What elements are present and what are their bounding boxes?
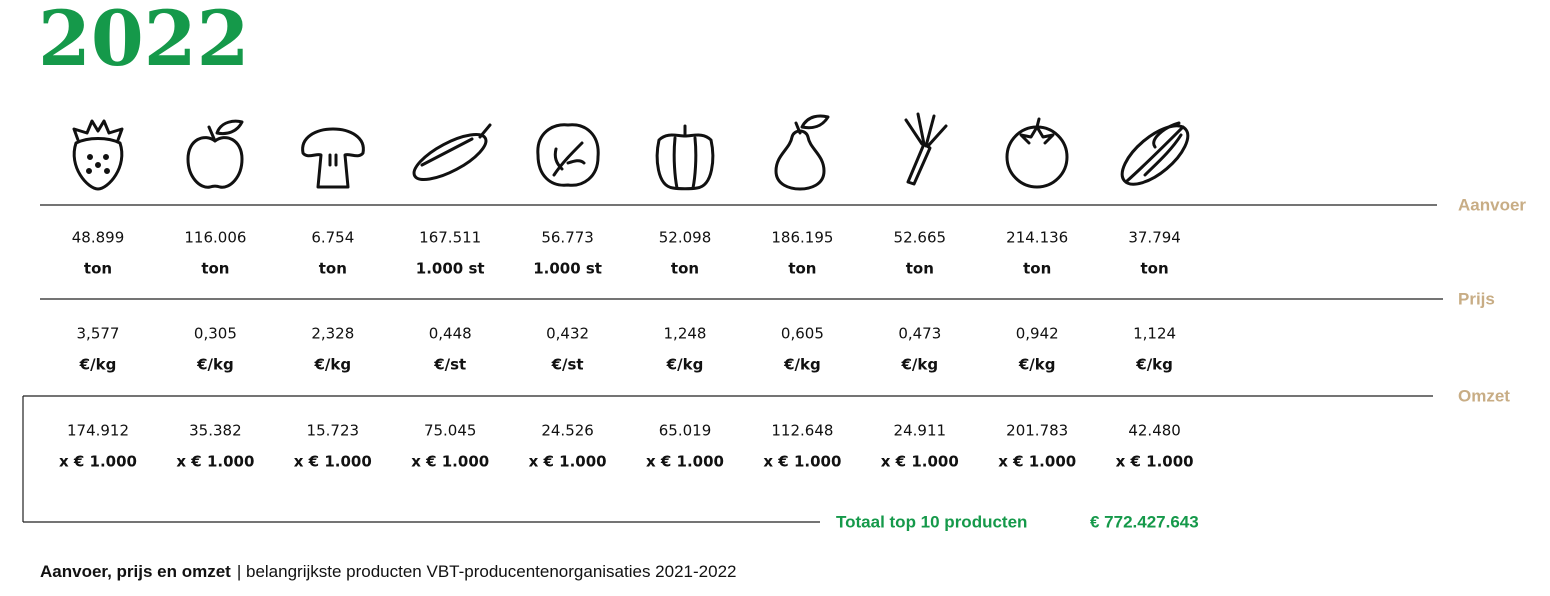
unit: ton — [319, 260, 347, 278]
value: 15.723 — [307, 422, 360, 440]
unit: ton — [84, 260, 112, 278]
unit: x € 1.000 — [411, 453, 489, 471]
value: 52.098 — [659, 229, 712, 247]
value: 0,305 — [194, 325, 237, 343]
value: 56.773 — [541, 229, 594, 247]
unit: x € 1.000 — [998, 453, 1076, 471]
unit: x € 1.000 — [529, 453, 607, 471]
unit: x € 1.000 — [881, 453, 959, 471]
value: 2,328 — [311, 325, 354, 343]
section-label: Prijs — [1458, 289, 1495, 308]
value: 201.783 — [1006, 422, 1068, 440]
unit: €/kg — [666, 356, 704, 374]
value: 24.526 — [541, 422, 594, 440]
unit: x € 1.000 — [763, 453, 841, 471]
unit: ton — [201, 260, 229, 278]
unit: €/st — [551, 356, 584, 374]
value: 65.019 — [659, 422, 712, 440]
value: 174.912 — [67, 422, 129, 440]
value: 167.511 — [419, 229, 481, 247]
value: 37.794 — [1128, 229, 1181, 247]
unit: ton — [1141, 260, 1169, 278]
unit: ton — [671, 260, 699, 278]
unit: x € 1.000 — [1116, 453, 1194, 471]
icons — [72, 112, 1190, 191]
value: 48.899 — [72, 229, 125, 247]
value: 116.006 — [184, 229, 246, 247]
value: 186.195 — [771, 229, 833, 247]
value: 35.382 — [189, 422, 242, 440]
value: 0,432 — [546, 325, 589, 343]
total-label: Totaal top 10 producten — [836, 512, 1027, 531]
title: 2022 — [38, 0, 250, 83]
value: 0,473 — [898, 325, 941, 343]
unit: ton — [1023, 260, 1051, 278]
section-label: Aanvoer — [1458, 195, 1526, 214]
value: 24.911 — [894, 422, 947, 440]
value: 0,448 — [429, 325, 472, 343]
value: 0,605 — [781, 325, 824, 343]
value: 52.665 — [894, 229, 947, 247]
unit: €/kg — [900, 356, 938, 374]
unit: x € 1.000 — [294, 453, 372, 471]
unit: 1.000 st — [533, 260, 602, 278]
value: 112.648 — [771, 422, 833, 440]
unit: x € 1.000 — [59, 453, 137, 471]
unit: x € 1.000 — [646, 453, 724, 471]
value: 3,577 — [77, 325, 120, 343]
section-label: Omzet — [1458, 386, 1510, 405]
unit: €/kg — [1135, 356, 1173, 374]
unit: €/kg — [79, 356, 117, 374]
unit: €/st — [433, 356, 466, 374]
unit: €/kg — [1018, 356, 1056, 374]
unit: ton — [788, 260, 816, 278]
value: 1,248 — [664, 325, 707, 343]
caption: Aanvoer, prijs en omzet | belangrijkste p… — [40, 562, 736, 581]
unit: x € 1.000 — [176, 453, 254, 471]
unit: €/kg — [196, 356, 234, 374]
total-value: € 772.427.643 — [1090, 512, 1199, 531]
caption-text: | belangrijkste producten VBT-producente… — [237, 562, 737, 581]
value: 42.480 — [1128, 422, 1181, 440]
value: 6.754 — [311, 229, 354, 247]
unit: 1.000 st — [416, 260, 485, 278]
unit: ton — [906, 260, 934, 278]
unit: €/kg — [313, 356, 351, 374]
value: 1,124 — [1133, 325, 1176, 343]
value: 75.045 — [424, 422, 477, 440]
value: 214.136 — [1006, 229, 1068, 247]
unit: €/kg — [783, 356, 821, 374]
value: 0,942 — [1016, 325, 1059, 343]
caption-bold: Aanvoer, prijs en omzet — [40, 562, 231, 581]
